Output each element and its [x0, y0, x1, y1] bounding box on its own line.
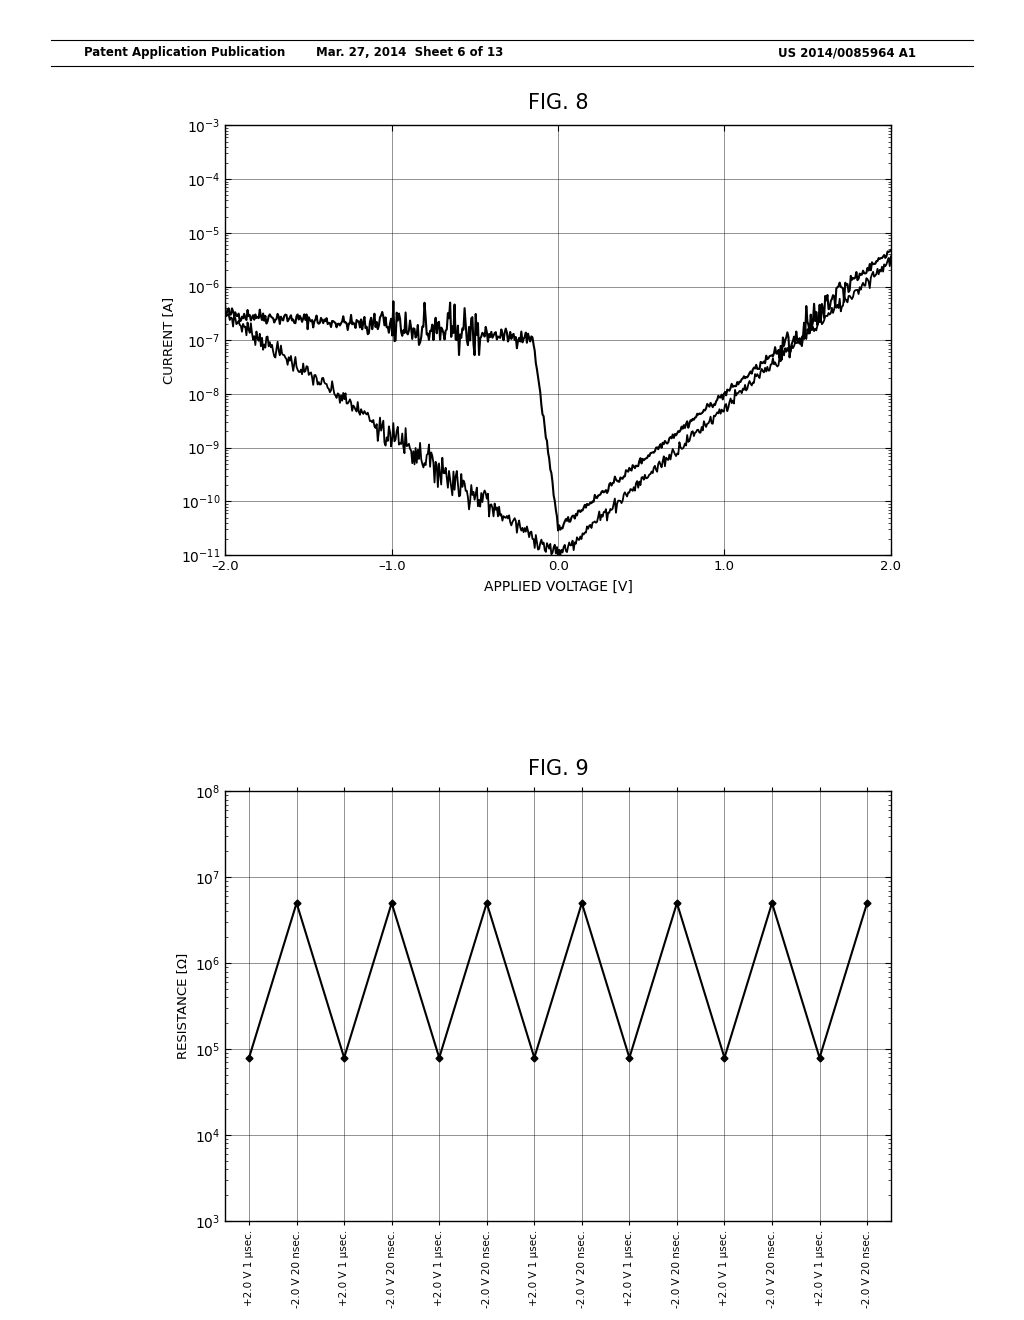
Y-axis label: CURRENT [A]: CURRENT [A] [162, 297, 175, 384]
X-axis label: APPLIED VOLTAGE [V]: APPLIED VOLTAGE [V] [483, 579, 633, 594]
Text: US 2014/0085964 A1: US 2014/0085964 A1 [778, 46, 916, 59]
Title: FIG. 8: FIG. 8 [527, 92, 589, 112]
Y-axis label: RESISTANCE [Ω]: RESISTANCE [Ω] [176, 953, 189, 1060]
Title: FIG. 9: FIG. 9 [527, 759, 589, 779]
Text: Patent Application Publication: Patent Application Publication [84, 46, 286, 59]
Text: Mar. 27, 2014  Sheet 6 of 13: Mar. 27, 2014 Sheet 6 of 13 [316, 46, 503, 59]
